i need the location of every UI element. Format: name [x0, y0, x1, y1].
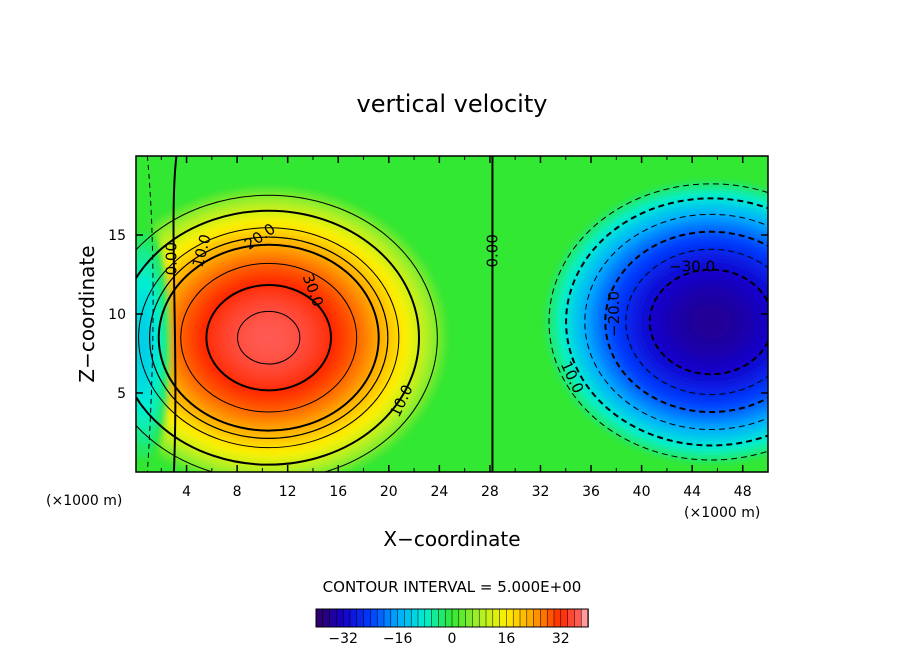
- colorbar: −32 −16 0 16 32: [315, 608, 589, 647]
- y-tick-label: 5: [117, 386, 126, 402]
- colorbar-swatch: [506, 608, 514, 628]
- x-tick-label: 44: [683, 484, 701, 500]
- colorbar-swatch: [580, 608, 589, 628]
- plot-area: 0.00 10.0 20.030.010.00.00 −30.0−20.010.0: [136, 156, 768, 472]
- contour-line: [136, 194, 438, 472]
- colorbar-swatch: [444, 608, 453, 628]
- colorbar-swatch: [410, 608, 419, 628]
- colorbar-swatch: [540, 608, 548, 628]
- contour-line: [584, 213, 768, 430]
- field-band: [140, 331, 147, 360]
- colorbar-swatch: [404, 608, 412, 628]
- contour-line: [237, 310, 301, 365]
- colorbar-swatch: [376, 608, 385, 628]
- contour-line: [548, 183, 768, 461]
- contour-line: [138, 227, 400, 449]
- contour-interval-label: CONTOUR INTERVAL = 5.000E+00: [323, 578, 582, 596]
- x-tick-label: 4: [182, 484, 191, 500]
- colorbar-swatch: [553, 608, 562, 628]
- x-axis: 4 8 12 16 20 24 28 32 36 40 44 48: [160, 156, 752, 500]
- colorbar-tick-label: 32: [552, 631, 570, 647]
- colorbar-swatch: [512, 608, 521, 628]
- colorbar-swatch: [485, 608, 494, 628]
- field-band: [264, 333, 274, 342]
- contour-line: [136, 209, 420, 466]
- y-tick-label: 15: [108, 228, 126, 244]
- x-tick-label: 20: [380, 484, 398, 500]
- colorbar-tick-label: −32: [328, 631, 358, 647]
- contour-label: 0.00: [162, 242, 180, 275]
- colorbar-swatch: [526, 608, 535, 628]
- colorbar-swatch: [451, 608, 460, 628]
- contour-label-text: 0.00: [162, 242, 180, 275]
- colorbar-swatch: [417, 608, 426, 628]
- colorbar-swatch: [336, 608, 344, 628]
- colorbar-swatch: [478, 608, 487, 628]
- x-tick-label: 24: [430, 484, 448, 500]
- contour-line: [146, 156, 154, 472]
- contour-line: [205, 284, 333, 392]
- colorbar-swatch: [438, 608, 446, 628]
- y-tick-label: 10: [108, 307, 126, 323]
- x-tick-label: 32: [532, 484, 550, 500]
- contour-line: [157, 243, 380, 432]
- x-axis-label: X−coordinate: [383, 527, 520, 551]
- field-band: [706, 318, 716, 326]
- colorbar-swatch: [546, 608, 555, 628]
- colorbar-swatch: [492, 608, 501, 628]
- colorbar-swatch: [370, 608, 378, 628]
- contour-line: [604, 230, 768, 413]
- colorbar-tick-label: −16: [383, 631, 413, 647]
- colorbar-tick-label: 0: [448, 631, 457, 647]
- colorbar-swatch: [349, 608, 358, 628]
- colorbar-swatch: [356, 608, 365, 628]
- chart-title: vertical velocity: [357, 90, 548, 118]
- colorbar-swatch: [322, 608, 331, 628]
- x-tick-label: 8: [233, 484, 242, 500]
- contour-label: 0.00: [483, 234, 501, 267]
- x-tick-label: 28: [481, 484, 499, 500]
- colorbar-swatch: [519, 608, 528, 628]
- colorbar-swatch: [315, 608, 324, 628]
- colorbar-frame: [315, 608, 589, 628]
- colorbar-swatch: [499, 608, 508, 628]
- colorbar-swatch: [458, 608, 467, 628]
- colorbar-swatch: [472, 608, 480, 628]
- contour-line: [180, 262, 358, 413]
- y-axis: 5 10 15: [108, 228, 768, 402]
- x-tick-label: 16: [329, 484, 347, 500]
- x-tick-label: 40: [633, 484, 651, 500]
- x-unit-label: (×1000 m): [684, 505, 760, 521]
- contour-line: [148, 236, 389, 439]
- colorbar-swatch: [574, 608, 582, 628]
- contour-label-text: 0.00: [483, 234, 501, 267]
- colorbar-swatch: [465, 608, 474, 628]
- colorbar-swatch: [567, 608, 576, 628]
- zero-contour-line: [172, 156, 178, 472]
- y-axis-label: Z−coordinate: [75, 245, 99, 382]
- colorbar-swatch: [383, 608, 392, 628]
- contour-label-text: −30.0: [669, 258, 715, 276]
- x-tick-label: 48: [734, 484, 752, 500]
- colorbar-swatch: [431, 608, 440, 628]
- contour-line: [565, 197, 768, 447]
- contour-lines: [136, 156, 768, 472]
- colorbar-swatch: [424, 608, 433, 628]
- colorbar-tick-label: 16: [497, 631, 515, 647]
- y-unit-label: (×1000 m): [46, 493, 122, 509]
- contour-label: −20.0: [605, 291, 623, 337]
- contour-line: [625, 248, 768, 396]
- colorbar-swatch: [342, 608, 351, 628]
- colorbar-swatch: [560, 608, 569, 628]
- colorbar-swatch: [363, 608, 372, 628]
- colorbar-swatch: [533, 608, 542, 628]
- x-tick-label: 12: [279, 484, 297, 500]
- colorbar-swatch: [397, 608, 406, 628]
- x-tick-label: 36: [582, 484, 600, 500]
- contour-label: −30.0: [669, 258, 715, 276]
- colorbar-swatch: [390, 608, 399, 628]
- colorbar-swatch: [329, 608, 338, 628]
- contour-label-text: −20.0: [605, 291, 623, 337]
